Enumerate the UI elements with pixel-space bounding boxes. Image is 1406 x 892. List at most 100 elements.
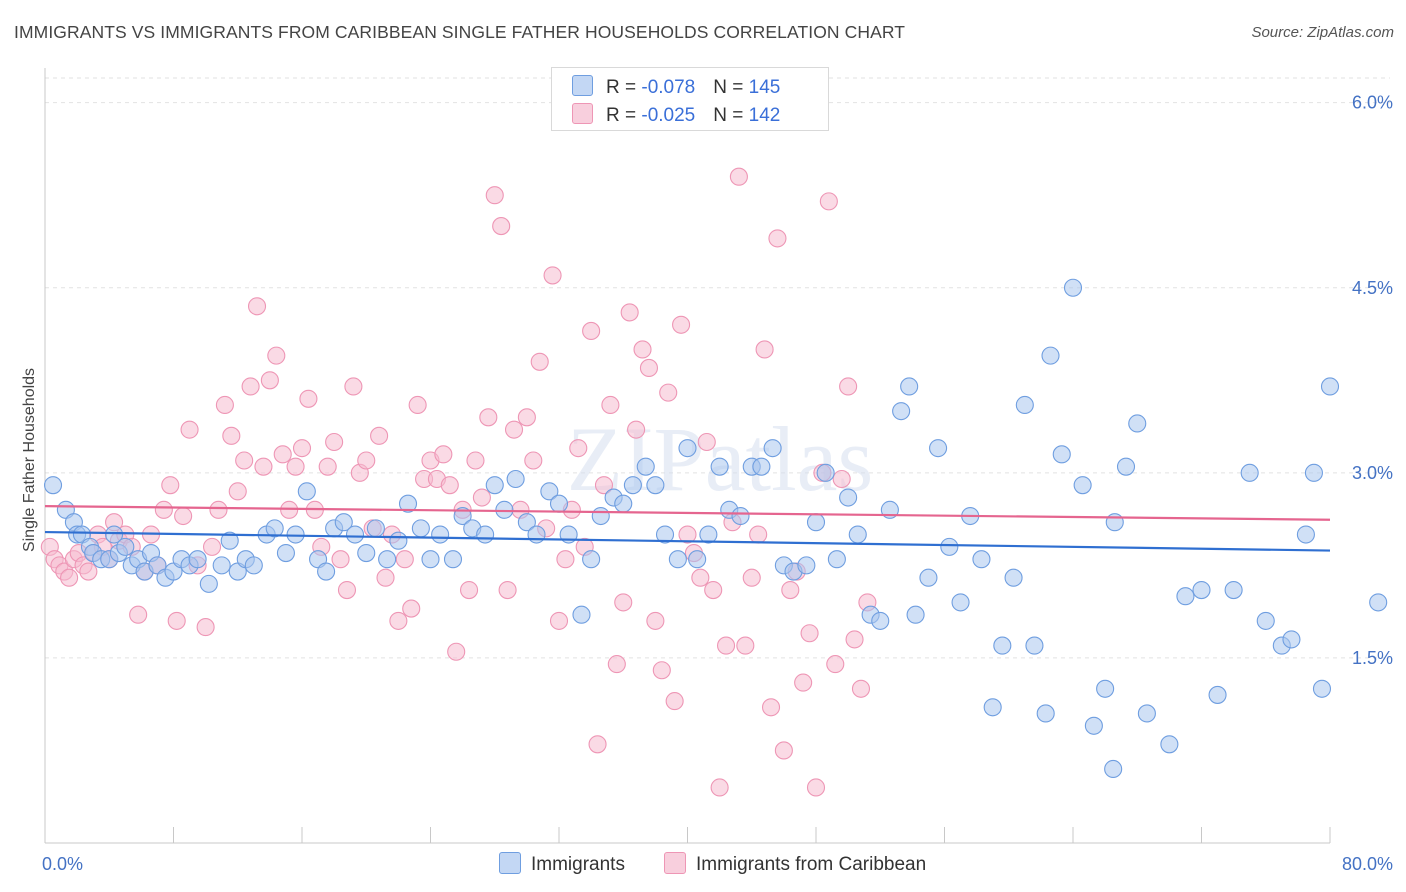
point-immigrants: [1192, 581, 1211, 600]
point-caribbean: [241, 377, 260, 396]
point-caribbean: [167, 611, 186, 630]
point-caribbean: [672, 315, 691, 334]
legend-row-caribbean: R = -0.025 N = 142: [572, 103, 780, 127]
point-caribbean: [832, 469, 851, 489]
point-immigrants: [993, 636, 1012, 655]
point-immigrants: [1073, 476, 1092, 495]
point-immigrants: [1176, 587, 1195, 606]
point-caribbean: [254, 457, 273, 476]
point-caribbean: [588, 735, 607, 754]
point-immigrants: [212, 556, 231, 575]
series-swatch-caribbean: [664, 852, 686, 874]
point-immigrants: [43, 476, 63, 495]
point-immigrants: [411, 519, 430, 538]
series-immigrants-points: [43, 278, 1388, 779]
point-caribbean: [247, 297, 267, 316]
series-swatch-immigrants: [499, 852, 521, 874]
point-immigrants: [816, 463, 835, 482]
point-immigrants: [1025, 636, 1044, 655]
point-caribbean: [839, 377, 858, 396]
point-immigrants: [668, 550, 687, 569]
point-caribbean: [524, 451, 543, 470]
point-caribbean: [755, 340, 774, 359]
point-immigrants: [345, 525, 365, 544]
legend-n-label: N =: [713, 105, 749, 126]
point-immigrants: [297, 482, 316, 501]
point-caribbean: [395, 550, 414, 569]
y-tick-label: 3.0%: [1352, 463, 1393, 483]
point-caribbean: [215, 395, 234, 415]
point-caribbean: [851, 679, 871, 698]
point-caribbean: [691, 568, 710, 587]
point-caribbean: [180, 420, 199, 439]
point-caribbean: [556, 550, 575, 569]
point-immigrants: [1041, 346, 1060, 365]
point-immigrants: [848, 525, 867, 544]
point-caribbean: [749, 525, 768, 544]
legend-n-value: 145: [748, 77, 781, 98]
point-caribbean: [549, 611, 569, 630]
point-caribbean: [408, 395, 427, 415]
point-immigrants: [972, 550, 991, 569]
point-immigrants: [1224, 581, 1243, 600]
point-immigrants: [527, 525, 546, 544]
point-caribbean: [620, 303, 639, 322]
point-immigrants: [476, 525, 495, 544]
point-caribbean: [79, 562, 98, 581]
point-immigrants: [688, 550, 707, 569]
point-caribbean: [800, 624, 819, 643]
point-caribbean: [582, 321, 601, 340]
point-immigrants: [1296, 525, 1315, 544]
point-immigrants: [1004, 568, 1023, 587]
point-caribbean: [357, 451, 376, 470]
point-caribbean: [174, 506, 193, 526]
legend-r-value: -0.078: [641, 77, 696, 98]
point-immigrants: [646, 476, 665, 495]
point-caribbean: [768, 229, 787, 248]
point-caribbean: [652, 661, 671, 680]
correlation-legend: R = -0.078 N = 145 R = -0.025 N = 142: [551, 67, 829, 131]
point-immigrants: [892, 402, 911, 421]
point-immigrants: [199, 574, 218, 593]
point-caribbean: [440, 476, 459, 495]
point-caribbean: [627, 420, 646, 439]
point-caribbean: [710, 778, 729, 797]
point-immigrants: [244, 556, 263, 575]
point-caribbean: [517, 408, 536, 427]
point-immigrants: [431, 525, 450, 544]
legend-row-immigrants: R = -0.078 N = 145: [572, 75, 780, 99]
point-caribbean: [492, 217, 511, 236]
point-immigrants: [797, 556, 816, 575]
point-immigrants: [582, 550, 601, 569]
point-caribbean: [286, 457, 305, 476]
point-caribbean: [273, 445, 292, 464]
legend-r-label: R =: [606, 77, 642, 98]
point-caribbean: [826, 655, 845, 674]
point-immigrants: [506, 469, 525, 489]
point-caribbean: [161, 476, 180, 495]
point-caribbean: [601, 395, 620, 415]
point-immigrants: [710, 457, 729, 476]
point-caribbean: [344, 377, 363, 396]
point-caribbean: [697, 432, 716, 452]
point-caribbean: [235, 451, 254, 470]
point-immigrants: [453, 506, 472, 526]
point-caribbean: [337, 581, 357, 600]
point-caribbean: [331, 550, 350, 569]
point-caribbean: [742, 568, 761, 587]
point-immigrants: [188, 550, 207, 569]
point-caribbean: [402, 599, 421, 618]
point-immigrants: [839, 488, 858, 507]
point-caribbean: [845, 630, 864, 649]
point-immigrants: [378, 550, 397, 569]
source-label: Source: ZipAtlas.com: [1251, 24, 1394, 41]
point-immigrants: [1256, 611, 1275, 630]
point-immigrants: [549, 494, 569, 513]
point-immigrants: [517, 513, 536, 532]
point-immigrants: [1036, 704, 1055, 723]
point-immigrants: [906, 605, 925, 624]
point-caribbean: [633, 340, 652, 359]
point-immigrants: [919, 568, 938, 587]
point-caribbean: [459, 581, 479, 600]
point-caribbean: [267, 346, 286, 365]
